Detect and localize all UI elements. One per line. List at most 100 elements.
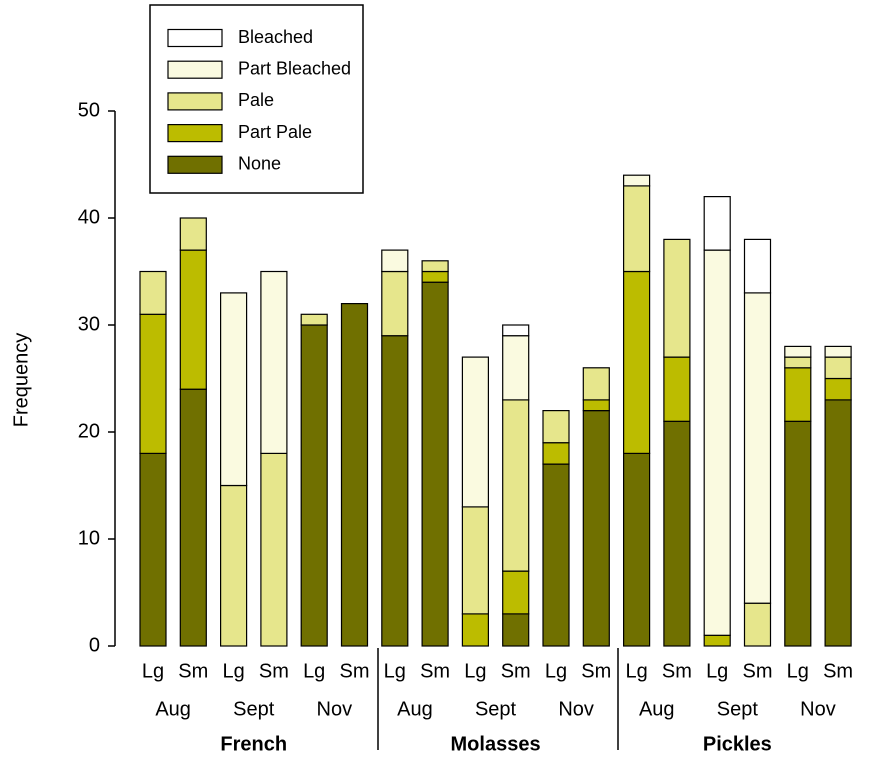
- y-tick-label: 30: [78, 313, 100, 335]
- x-tick-label: Lg: [303, 660, 325, 682]
- bar-segment: [622, 174, 651, 187]
- month-label: Aug: [639, 698, 675, 720]
- x-tick-label: Sm: [340, 660, 370, 682]
- legend-swatch: [167, 28, 223, 48]
- group-label: Molasses: [451, 733, 541, 755]
- x-tick-label: Sm: [581, 660, 611, 682]
- bar-segment: [582, 367, 610, 401]
- month-label: Aug: [155, 698, 191, 720]
- bar-segment: [663, 420, 691, 647]
- bar-segment: [300, 313, 328, 326]
- x-tick-label: Lg: [222, 660, 244, 682]
- x-tick-label: Lg: [787, 660, 809, 682]
- legend-swatch: [167, 155, 223, 174]
- bar-segment: [542, 463, 570, 647]
- bar-segment: [542, 442, 570, 465]
- bar-segment: [824, 377, 852, 401]
- x-tick-label: Lg: [706, 660, 728, 682]
- bar-segment: [260, 270, 288, 454]
- bar-segment: [421, 281, 449, 647]
- bar-segment: [542, 410, 570, 444]
- bar-segment: [824, 356, 852, 380]
- bar-segment: [220, 292, 248, 487]
- bar-segment: [502, 399, 530, 572]
- bar-segment: [220, 484, 248, 647]
- y-tick-label: 0: [89, 634, 100, 656]
- y-tick-label: 50: [78, 99, 100, 121]
- legend-label: Bleached: [238, 27, 313, 47]
- bar-segment: [381, 335, 409, 647]
- bar-segment: [139, 313, 167, 454]
- month-label: Sept: [717, 698, 759, 720]
- bar-segment: [784, 345, 812, 358]
- group-label: French: [220, 733, 287, 755]
- bar-segment: [622, 452, 651, 647]
- legend-label: Pale: [238, 90, 274, 110]
- x-tick-label: Sm: [662, 660, 692, 682]
- month-label: Nov: [558, 698, 594, 720]
- bar-segment: [663, 238, 691, 358]
- bar-segment: [179, 388, 207, 647]
- bar-segment: [139, 452, 167, 647]
- bar-segment: [582, 410, 610, 647]
- bar-segment: [300, 324, 328, 647]
- bar-segment: [502, 570, 530, 615]
- bar-segment: [421, 270, 449, 283]
- bar-segment: [743, 238, 772, 294]
- legend-label: Part Pale: [238, 122, 312, 142]
- bar-segment: [622, 270, 651, 454]
- bar-segment: [139, 270, 167, 315]
- bar-segment: [703, 196, 731, 251]
- bar-segment: [502, 335, 530, 401]
- group-label: Pickles: [703, 733, 772, 755]
- bar-segment: [461, 506, 489, 615]
- bar-segment: [260, 452, 288, 647]
- month-label: Aug: [397, 698, 433, 720]
- x-tick-label: Sm: [501, 660, 531, 682]
- x-tick-label: Sm: [178, 660, 208, 682]
- bar-segment: [502, 324, 530, 337]
- x-tick-label: Lg: [384, 660, 406, 682]
- legend-swatch: [167, 60, 223, 79]
- bar-segment: [421, 260, 449, 273]
- x-tick-label: Sm: [259, 660, 289, 682]
- bar-segment: [381, 249, 409, 273]
- bar-segment: [703, 249, 731, 636]
- x-tick-label: Sm: [743, 660, 773, 682]
- legend-swatch: [167, 123, 223, 143]
- legend: None Part Pale Pale Part Bleached Bleached: [167, 27, 351, 174]
- month-label: Nov: [800, 698, 836, 720]
- month-label: Sept: [475, 698, 517, 720]
- bar-segment: [743, 602, 772, 647]
- bar-segment: [461, 356, 489, 508]
- bar-segment: [622, 185, 651, 273]
- bar-segment: [743, 292, 772, 604]
- bar-segment: [824, 345, 852, 358]
- bar-segment: [703, 634, 731, 647]
- bar-segment: [784, 367, 812, 422]
- legend-label: Part Bleached: [238, 58, 351, 78]
- bar-segment: [824, 399, 852, 647]
- bar-segment: [381, 270, 409, 337]
- y-tick-label: 40: [78, 206, 100, 228]
- bar-segment: [663, 356, 691, 422]
- bar-segment: [179, 249, 207, 390]
- bar-segment: [340, 303, 369, 647]
- bar-segment: [582, 399, 610, 412]
- x-tick-label: Sm: [420, 660, 450, 682]
- bar-segment: [502, 613, 530, 647]
- y-tick-label: 20: [78, 420, 100, 442]
- x-tick-label: Sm: [823, 660, 853, 682]
- y-tick-label: 10: [78, 527, 100, 549]
- month-label: Nov: [317, 698, 353, 720]
- legend-label: None: [238, 154, 281, 174]
- y-axis-label: Frequency: [10, 333, 32, 428]
- legend-swatch: [167, 92, 223, 111]
- bar-segment: [784, 356, 812, 369]
- x-tick-label: Lg: [625, 660, 647, 682]
- x-tick-label: Lg: [142, 660, 164, 682]
- bar-segment: [461, 613, 489, 647]
- bar-segment: [179, 217, 207, 251]
- x-tick-label: Lg: [545, 660, 567, 682]
